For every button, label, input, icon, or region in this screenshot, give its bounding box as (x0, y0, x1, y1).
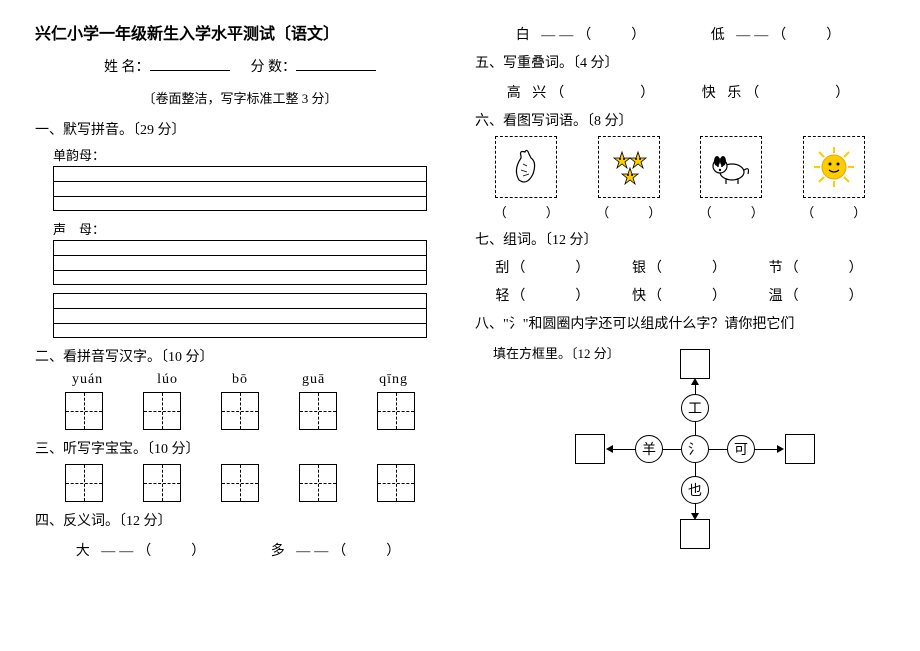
char-box[interactable] (65, 392, 103, 430)
name-blank[interactable] (150, 57, 230, 71)
pinyin-3: bō (232, 372, 248, 388)
char-box[interactable] (143, 392, 181, 430)
char-box[interactable] (221, 464, 259, 502)
pic-row (475, 136, 885, 198)
q6-brackets: （ ） （ ） （ ） （ ） (475, 202, 885, 221)
q4-heading: 四、反义词。〔12 分〕 (35, 510, 445, 530)
name-label: 姓 名： (104, 60, 150, 75)
dog-icon (700, 136, 762, 198)
q7-w: 温（ ） (769, 285, 865, 305)
pinyin-lines-1[interactable] (53, 166, 427, 211)
name-score-line: 姓 名： 分 数： (35, 56, 445, 76)
char-row-q3 (45, 464, 435, 502)
char-box[interactable] (377, 464, 415, 502)
q4-line2: 白 ——（ ） 低 ——（ ） (485, 24, 875, 44)
q1-sub1: 单韵母： (53, 145, 445, 164)
q3-heading: 三、听写字宝宝。〔10 分〕 (35, 438, 445, 458)
q1-heading: 一、默写拼音。〔29 分〕 (35, 119, 445, 139)
char-box[interactable] (143, 464, 181, 502)
answer-box-left[interactable] (575, 434, 605, 464)
q8-diagram: 氵 工 也 羊 可 (555, 364, 835, 534)
sun-icon (803, 136, 865, 198)
bracket: （ ） (699, 202, 764, 221)
q1-sub2: 声 母： (53, 219, 445, 238)
q5-b: 快 乐（ ） (702, 82, 854, 102)
q5-heading: 五、写重叠词。〔4 分〕 (475, 52, 885, 72)
q4-1a: 大 ——（ ） (76, 540, 210, 560)
bracket: （ ） (494, 202, 559, 221)
pinyin-5: qīng (379, 372, 408, 388)
answer-box-bottom[interactable] (680, 519, 710, 549)
bracket: （ ） (596, 202, 661, 221)
pinyin-4: guā (302, 372, 325, 388)
center-circle: 氵 (681, 435, 709, 463)
left-circle: 羊 (635, 435, 663, 463)
q4-line1: 大 ——（ ） 多 ——（ ） (45, 540, 435, 560)
q6-heading: 六、看图写词语。〔8 分〕 (475, 110, 885, 130)
q7-w: 快（ ） (632, 285, 728, 305)
q5-a: 高 兴（ ） (507, 82, 659, 102)
top-circle: 工 (681, 394, 709, 422)
q8-sub: 填在方框里。〔12 分〕 (493, 343, 620, 362)
q4-2a: 白 ——（ ） (516, 24, 650, 44)
answer-box-top[interactable] (680, 349, 710, 379)
q7-row1: 刮（ ） 银（ ） 节（ ） (475, 257, 885, 277)
carrot-icon (495, 136, 557, 198)
left-column: 兴仁小学一年级新生入学水平测试〔语文〕 姓 名： 分 数： 〔卷面整洁，写字标准… (35, 20, 445, 631)
pinyin-lines-3[interactable] (53, 293, 427, 338)
pinyin-row: yuán lúo bō guā qīng (45, 372, 435, 388)
char-box[interactable] (299, 392, 337, 430)
right-circle: 可 (727, 435, 755, 463)
char-box[interactable] (65, 464, 103, 502)
q8-heading: 八、"氵"和圆圈内字还可以组成什么字？请你把它们 (475, 313, 885, 333)
char-box[interactable] (221, 392, 259, 430)
stars-icon (598, 136, 660, 198)
q7-w: 银（ ） (632, 257, 728, 277)
q7-w: 节（ ） (769, 257, 865, 277)
q7-heading: 七、组词。〔12 分〕 (475, 229, 885, 249)
q7-w: 轻（ ） (495, 285, 591, 305)
pinyin-2: lúo (157, 372, 178, 388)
bottom-circle: 也 (681, 476, 709, 504)
score-blank[interactable] (296, 57, 376, 71)
q4-1b: 多 ——（ ） (271, 540, 405, 560)
char-row-q2 (45, 392, 435, 430)
score-label: 分 数： (251, 60, 297, 75)
page-title: 兴仁小学一年级新生入学水平测试〔语文〕 (35, 20, 445, 44)
pinyin-1: yuán (72, 372, 103, 388)
q4-2b: 低 ——（ ） (711, 24, 845, 44)
q2-heading: 二、看拼音写汉字。〔10 分〕 (35, 346, 445, 366)
bracket: （ ） (801, 202, 866, 221)
pinyin-lines-2[interactable] (53, 240, 427, 285)
char-box[interactable] (377, 392, 415, 430)
q5-line: 高 兴（ ） 快 乐（ ） (485, 82, 875, 102)
q7-row2: 轻（ ） 快（ ） 温（ ） (475, 285, 885, 305)
char-box[interactable] (299, 464, 337, 502)
answer-box-right[interactable] (785, 434, 815, 464)
right-column: 白 ——（ ） 低 ——（ ） 五、写重叠词。〔4 分〕 高 兴（ ） 快 乐（… (475, 20, 885, 631)
q7-w: 刮（ ） (495, 257, 591, 277)
note: 〔卷面整洁，写字标准工整 3 分〕 (35, 88, 445, 107)
